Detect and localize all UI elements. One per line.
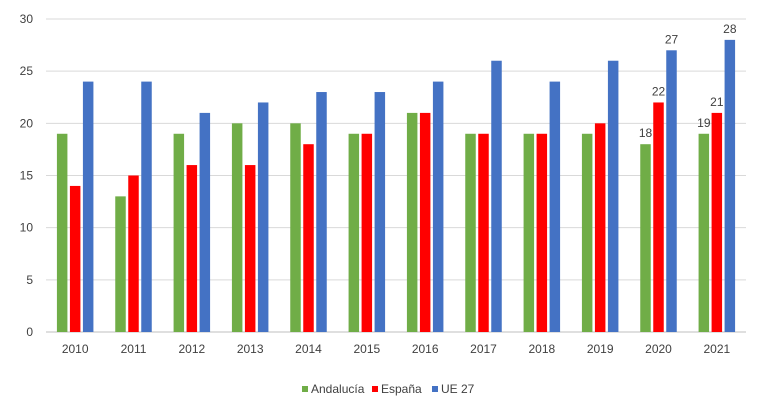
bar-ue-27-2016 [432, 81, 444, 332]
bar-espa-a-2021 [711, 112, 723, 333]
bar-espa-a-2010 [69, 185, 81, 332]
x-axis-ticks: 2010 2011 2012 2013 2014 2015 2016 2017 2018 2019… [62, 342, 731, 356]
x-tick-label: 2017 [470, 342, 497, 356]
legend-swatch [372, 386, 378, 392]
x-tick-label: 2019 [587, 342, 614, 356]
bar-espa-a-2013 [244, 165, 256, 332]
bar-ue-27-2020 [666, 50, 677, 333]
bar-ue-27-2019 [607, 60, 619, 332]
legend-label: UE 27 [441, 382, 475, 396]
bar-espa-a-2018 [536, 133, 548, 332]
data-label: 27 [665, 32, 679, 46]
y-tick-label: 30 [20, 12, 34, 26]
bar-espa-a-2014 [303, 144, 314, 332]
bar-andaluc-a-2018 [523, 133, 535, 332]
x-tick-label: 2021 [703, 342, 730, 356]
legend-swatch [302, 386, 308, 392]
data-label: 28 [723, 22, 737, 36]
data-labels: 18 22 27 19 21 28 [639, 22, 737, 140]
bar-andaluc-a-2016 [406, 112, 418, 333]
bar-ue-27-2012 [199, 112, 211, 333]
data-label: 21 [710, 95, 724, 109]
y-tick-label: 10 [20, 221, 34, 235]
data-label: 18 [639, 126, 653, 140]
bar-andaluc-a-2019 [581, 133, 593, 332]
bar-espa-a-2019 [594, 123, 606, 332]
y-tick-label: 15 [20, 169, 34, 183]
bar-andaluc-a-2020 [640, 144, 651, 332]
data-label: 22 [652, 84, 666, 98]
x-tick-label: 2016 [412, 342, 439, 356]
bar-andaluc-a-2011 [115, 196, 126, 332]
bar-andaluc-a-2015 [348, 133, 360, 332]
x-tick-label: 2014 [295, 342, 322, 356]
gridlines [46, 18, 746, 333]
bar-espa-a-2016 [419, 112, 431, 333]
bar-ue-27-2013 [257, 102, 269, 332]
bars [56, 39, 736, 333]
y-axis-ticks: 0 5 10 15 20 25 30 [20, 12, 34, 339]
x-tick-label: 2012 [178, 342, 205, 356]
bar-ue-27-2017 [491, 60, 502, 332]
x-tick-label: 2013 [237, 342, 264, 356]
bar-andaluc-a-2014 [290, 123, 301, 332]
bar-ue-27-2021 [724, 39, 736, 332]
bar-espa-a-2017 [478, 133, 489, 332]
bar-espa-a-2015 [361, 133, 373, 332]
bar-ue-27-2011 [141, 81, 152, 332]
x-tick-label: 2010 [62, 342, 89, 356]
data-label: 19 [697, 116, 711, 130]
y-tick-label: 0 [26, 325, 33, 339]
y-tick-label: 25 [20, 64, 34, 78]
bar-espa-a-2020 [653, 102, 664, 332]
x-tick-label: 2015 [353, 342, 380, 356]
x-tick-label: 2018 [528, 342, 555, 356]
bar-andaluc-a-2010 [56, 133, 68, 332]
bar-espa-a-2012 [186, 165, 198, 332]
legend-label: España [381, 382, 422, 396]
legend-label: Andalucía [311, 382, 365, 396]
y-tick-label: 20 [20, 116, 34, 130]
bar-ue-27-2014 [316, 92, 327, 333]
bar-ue-27-2015 [374, 92, 386, 333]
bar-espa-a-2011 [128, 175, 139, 332]
legend: Andalucía España UE 27 [302, 382, 475, 396]
bar-ue-27-2018 [549, 81, 561, 332]
x-tick-label: 2011 [121, 342, 147, 356]
bar-andaluc-a-2013 [231, 123, 243, 332]
bar-ue-27-2010 [82, 81, 94, 332]
legend-swatch [432, 386, 438, 392]
bar-andaluc-a-2017 [465, 133, 476, 332]
bar-andaluc-a-2021 [698, 133, 710, 332]
bar-andaluc-a-2012 [173, 133, 185, 332]
x-tick-label: 2020 [645, 342, 672, 356]
y-tick-label: 5 [26, 273, 33, 287]
